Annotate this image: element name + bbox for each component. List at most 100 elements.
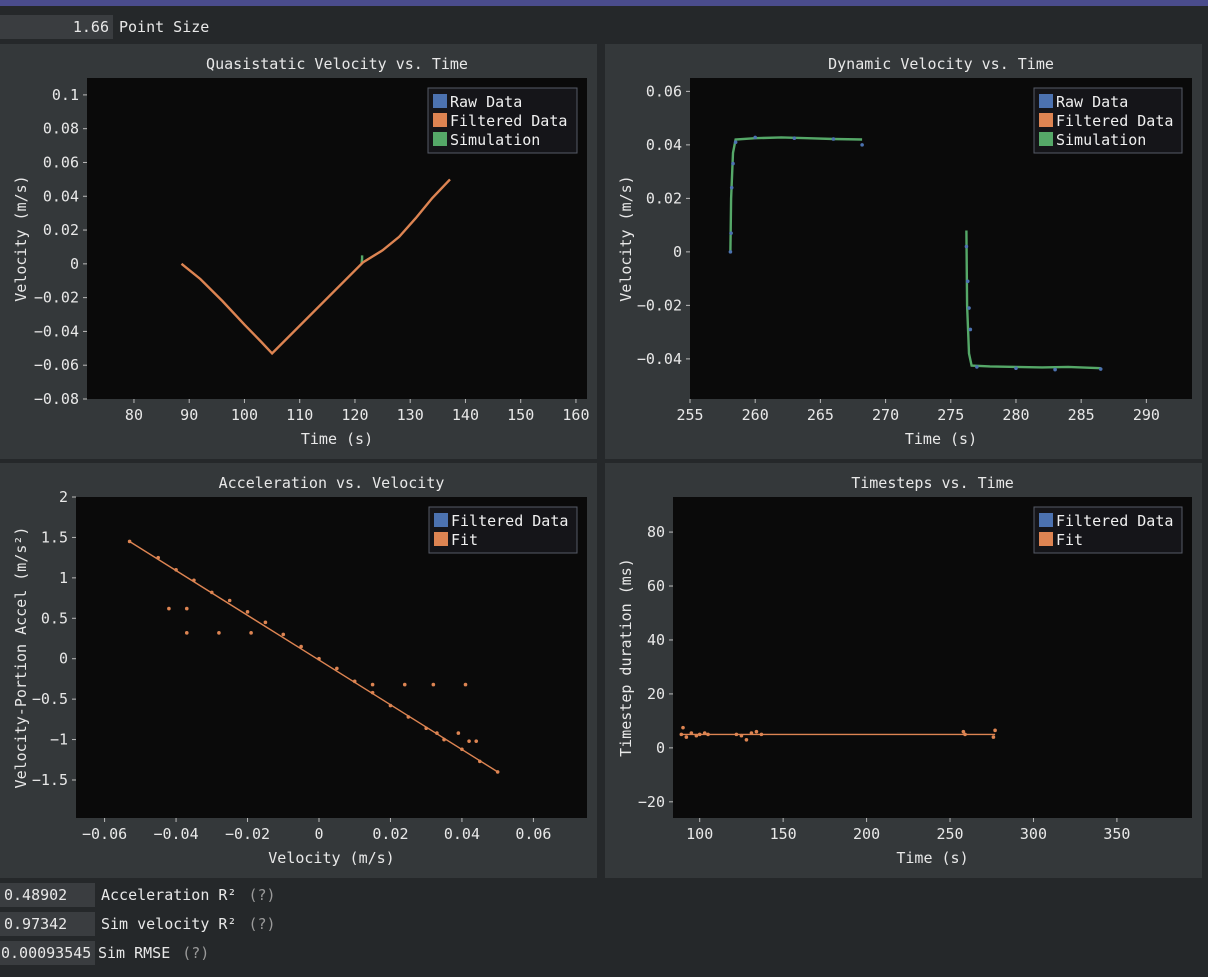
y-tick-label: −0.02 xyxy=(34,289,79,307)
quasistatic-velocity-chart[interactable]: Quasistatic Velocity vs. Time 80 90 100 110 1… xyxy=(0,44,597,459)
x-tick-label: 130 xyxy=(397,406,424,424)
x-axis-label: Time (s) xyxy=(301,430,373,448)
x-tick-label: 275 xyxy=(937,406,964,424)
legend[interactable] xyxy=(428,506,578,554)
legend[interactable] xyxy=(1033,506,1183,554)
legend-swatch xyxy=(1039,532,1053,546)
data-point xyxy=(245,610,250,614)
y-tick-label: −0.02 xyxy=(637,296,682,314)
sim-velocity-r2-help[interactable]: (?) xyxy=(248,915,276,933)
y-axis-label: Velocity-Portion Accel (m/s²) xyxy=(12,527,30,789)
legend-swatch xyxy=(1039,132,1053,146)
data-point xyxy=(167,606,171,611)
x-tick-label: 0.04 xyxy=(444,825,480,843)
y-tick-label: −0.04 xyxy=(34,322,79,340)
data-point xyxy=(975,365,979,369)
x-tick-label: 265 xyxy=(807,406,834,424)
sim-rmse-help[interactable]: (?) xyxy=(182,944,210,962)
data-point xyxy=(681,725,685,730)
y-tick-label: 20 xyxy=(647,685,665,703)
legend-swatch xyxy=(1039,94,1053,108)
legend[interactable] xyxy=(427,87,578,154)
x-tick-label: 100 xyxy=(686,825,713,843)
sim-rmse-value: 0.00093545 xyxy=(1,944,92,962)
legend-swatch xyxy=(433,113,447,127)
x-tick-label: 150 xyxy=(770,825,797,843)
data-point xyxy=(754,729,759,734)
data-point xyxy=(263,620,268,625)
y-axis-label: Velocity (m/s) xyxy=(12,175,30,301)
y-tick-label: 0 xyxy=(673,243,682,261)
legend-swatch xyxy=(434,532,448,546)
y-tick-label: 0.04 xyxy=(43,187,79,205)
data-point xyxy=(967,306,971,310)
x-axis-label: Velocity (m/s) xyxy=(268,849,394,867)
y-tick-label: 0.08 xyxy=(43,120,79,138)
legend-entry[interactable]: Fit xyxy=(1056,531,1083,549)
x-tick-label: 270 xyxy=(872,406,899,424)
data-point xyxy=(431,682,436,687)
legend-entry[interactable]: Raw Data xyxy=(1056,93,1128,111)
window-title-bar xyxy=(0,0,1208,6)
data-point xyxy=(370,682,375,687)
y-tick-label: 0 xyxy=(59,650,68,668)
legend[interactable] xyxy=(1033,87,1183,154)
x-tick-label: 350 xyxy=(1103,825,1130,843)
x-tick-label: 90 xyxy=(180,406,198,424)
point-size-label: Point Size xyxy=(119,18,210,36)
x-tick-label: 285 xyxy=(1068,406,1095,424)
legend-swatch xyxy=(434,513,448,527)
data-point xyxy=(217,631,221,635)
data-point xyxy=(968,327,973,332)
sim-velocity-r2-field[interactable]: 0.97342 xyxy=(0,912,95,936)
x-tick-label: 0.02 xyxy=(372,825,408,843)
legend-entry[interactable]: Filtered Data xyxy=(451,512,568,530)
sim-rmse-label: Sim RMSE xyxy=(98,944,171,962)
y-tick-label: 0.06 xyxy=(646,82,682,100)
sim-velocity-r2-label: Sim velocity R² xyxy=(101,915,237,933)
y-tick-label: 0.06 xyxy=(43,153,79,171)
series-group xyxy=(127,539,500,774)
legend-entry[interactable]: Filtered Data xyxy=(450,112,567,130)
legend-entry[interactable]: Simulation xyxy=(1056,131,1146,149)
x-tick-label: −0.04 xyxy=(153,825,198,843)
sim-rmse-field[interactable]: 0.00093545 xyxy=(0,941,95,965)
quasistatic-plot-panel[interactable]: Quasistatic Velocity vs. Time 80 90 100 110 1… xyxy=(0,44,597,459)
legend-entry[interactable]: Filtered Data xyxy=(1056,512,1173,530)
legend-entry[interactable]: Raw Data xyxy=(450,93,522,111)
chart-title: Quasistatic Velocity vs. Time xyxy=(206,55,468,73)
acceleration-r2-field[interactable]: 0.48902 xyxy=(0,883,95,907)
legend-entry[interactable]: Fit xyxy=(451,531,478,549)
y-axis-label: Timestep duration (ms) xyxy=(617,558,635,757)
chart-title: Timesteps vs. Time xyxy=(851,474,1014,492)
chart-title: Acceleration vs. Velocity xyxy=(219,474,445,492)
series-line xyxy=(129,540,499,773)
point-size-control: 1.66 Point Size xyxy=(0,15,209,39)
point-size-input[interactable]: 1.66 xyxy=(0,15,113,39)
acceleration-r2-label: Acceleration R² xyxy=(101,886,237,904)
x-tick-label: 290 xyxy=(1133,406,1160,424)
acceleration-velocity-chart[interactable]: Acceleration vs. Velocity −0.06 −0.04 −0.02… xyxy=(0,463,597,878)
y-tick-label: 40 xyxy=(647,631,665,649)
data-point xyxy=(993,728,997,733)
timesteps-plot-panel[interactable]: Timesteps vs. Time 100 150 200 250 300 350 −20 0… xyxy=(605,463,1202,878)
x-tick-label: 80 xyxy=(125,406,143,424)
y-tick-label: 0 xyxy=(656,739,665,757)
data-point xyxy=(961,729,966,734)
y-tick-label: −0.04 xyxy=(637,350,682,368)
data-point xyxy=(474,739,479,743)
legend-entry[interactable]: Filtered Data xyxy=(1056,112,1173,130)
x-tick-label: 110 xyxy=(286,406,313,424)
y-tick-label: −0.08 xyxy=(34,390,79,408)
dynamic-plot-panel[interactable]: Dynamic Velocity vs. Time 255 260 265 270 275… xyxy=(605,44,1202,459)
acceleration-r2-help[interactable]: (?) xyxy=(248,886,276,904)
acceleration-r2-row: 0.48902 Acceleration R² (?) xyxy=(0,883,276,907)
y-tick-label: 80 xyxy=(647,523,665,541)
series-line xyxy=(180,178,451,356)
x-tick-label: 255 xyxy=(676,406,703,424)
y-tick-label: −1 xyxy=(50,731,68,749)
legend-entry[interactable]: Simulation xyxy=(450,131,540,149)
timesteps-chart[interactable]: Timesteps vs. Time 100 150 200 250 300 350 −20 0… xyxy=(605,463,1202,878)
acceleration-plot-panel[interactable]: Acceleration vs. Velocity −0.06 −0.04 −0.02… xyxy=(0,463,597,878)
dynamic-velocity-chart[interactable]: Dynamic Velocity vs. Time 255 260 265 270 275… xyxy=(605,44,1202,459)
